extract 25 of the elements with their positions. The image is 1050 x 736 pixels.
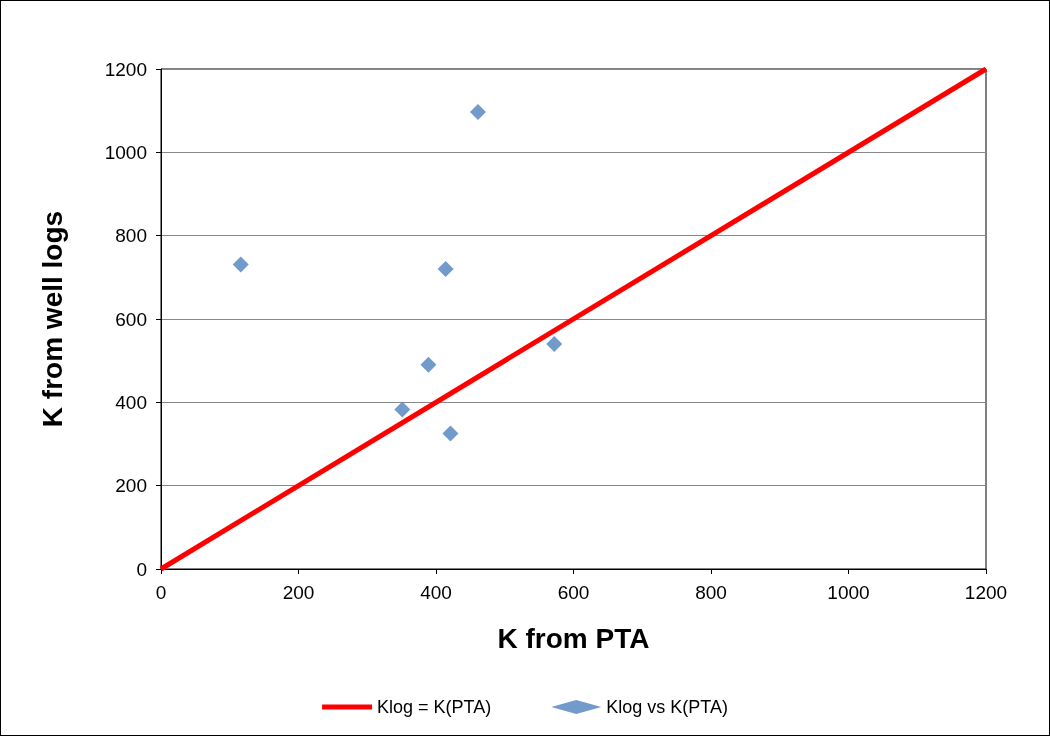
- x-tick-label: 1000: [827, 582, 870, 603]
- point: [442, 425, 459, 442]
- point: [394, 401, 411, 418]
- x-tick-label: 0: [155, 582, 167, 603]
- x-tick-label: 600: [557, 582, 590, 603]
- point: [546, 336, 563, 352]
- x-tick-label: 1200: [964, 582, 1008, 603]
- y-tick-label: 200: [115, 475, 147, 497]
- legend-label: Klog vs K(PTA): [606, 697, 728, 717]
- y-tick-label: 800: [115, 225, 147, 247]
- point: [469, 103, 486, 120]
- y-tick-label: 1200: [104, 58, 147, 80]
- legend-label: Klog = K(PTA): [377, 697, 492, 717]
- x-tick-label: 400: [420, 582, 452, 603]
- x-tick-label: 200: [282, 582, 315, 603]
- point: [437, 261, 454, 277]
- y-tick-label: 600: [115, 308, 147, 330]
- y-tick-label: 400: [115, 391, 147, 413]
- y-axis-title: K from well logs: [36, 210, 68, 428]
- x-tick-label: 800: [695, 582, 727, 603]
- y-tick-label: 1000: [104, 141, 147, 163]
- point: [420, 356, 437, 373]
- point: [232, 256, 249, 273]
- y-tick-label: 0: [136, 558, 147, 580]
- x-axis-title: K from PTA: [497, 622, 650, 654]
